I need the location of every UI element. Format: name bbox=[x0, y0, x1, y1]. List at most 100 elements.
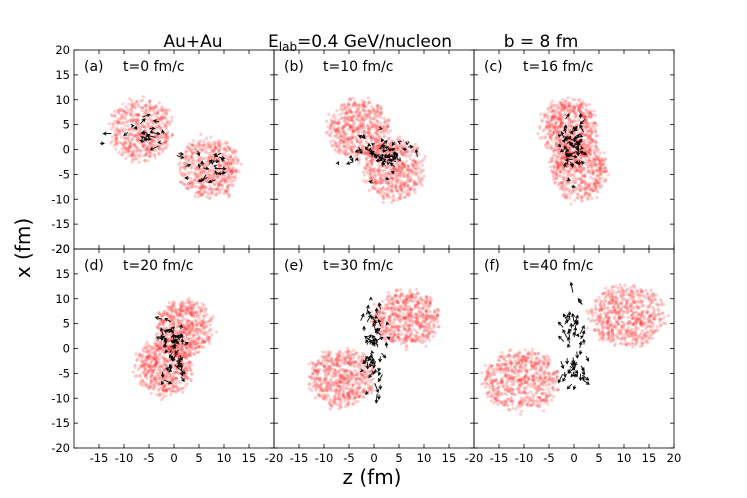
nucleon-point bbox=[198, 142, 202, 146]
nucleon-point bbox=[567, 190, 572, 194]
nucleon-point bbox=[550, 159, 554, 164]
nucleon-point bbox=[582, 149, 586, 153]
nucleon-point bbox=[384, 165, 388, 169]
nucleon-point bbox=[121, 128, 125, 133]
nucleon-point bbox=[592, 121, 596, 125]
nucleon-point bbox=[348, 116, 353, 120]
nucleon-point bbox=[550, 138, 554, 142]
nucleon-point bbox=[560, 142, 564, 146]
nucleon-point bbox=[561, 165, 565, 169]
nucleon-point bbox=[209, 135, 213, 139]
nucleon-point bbox=[413, 190, 417, 195]
nucleon-point bbox=[379, 106, 383, 111]
nucleon-point bbox=[414, 182, 418, 186]
nucleon-point bbox=[421, 168, 425, 172]
nucleon-point bbox=[157, 148, 162, 152]
nucleon-point bbox=[231, 184, 235, 188]
nucleon-point bbox=[366, 179, 370, 183]
nucleon-point bbox=[200, 148, 204, 152]
nucleon-point bbox=[126, 136, 130, 140]
panel-label: (b) bbox=[284, 59, 304, 75]
nucleon-point bbox=[218, 159, 222, 163]
nucleon-point bbox=[398, 194, 402, 198]
nucleon-point bbox=[562, 103, 567, 107]
nucleon-point bbox=[394, 176, 398, 181]
nucleon-point bbox=[182, 331, 186, 335]
nucleon-point bbox=[554, 168, 558, 173]
nucleon-point bbox=[561, 122, 565, 126]
nucleon-point bbox=[365, 163, 369, 168]
nucleon-point bbox=[373, 131, 377, 135]
nucleon-point bbox=[110, 114, 115, 118]
nucleon-point bbox=[156, 116, 160, 120]
nucleon-point bbox=[585, 125, 590, 129]
nucleon-point bbox=[378, 144, 382, 148]
nucleon-point bbox=[352, 100, 357, 105]
nucleon-point bbox=[587, 193, 591, 197]
nucleon-point bbox=[397, 166, 401, 170]
nucleon-point bbox=[350, 136, 354, 141]
nucleon-point bbox=[136, 113, 140, 117]
nucleon-point bbox=[155, 371, 159, 375]
nucleon-point bbox=[400, 170, 404, 174]
nucleon-point bbox=[329, 124, 334, 128]
nucleon-point bbox=[368, 119, 373, 123]
nucleon-point bbox=[113, 132, 117, 136]
nucleon-point bbox=[336, 136, 340, 140]
nucleon-point bbox=[161, 142, 165, 146]
nucleon-point bbox=[397, 163, 401, 168]
nucleon-point bbox=[155, 110, 159, 114]
nucleon-point bbox=[584, 133, 588, 137]
nucleon-point bbox=[363, 130, 367, 134]
nucleon-point bbox=[211, 187, 215, 191]
nucleon-point bbox=[163, 140, 167, 145]
nucleon-point bbox=[338, 136, 342, 140]
nucleon-point bbox=[139, 129, 143, 133]
nucleon-point bbox=[204, 160, 208, 164]
nucleon-point bbox=[163, 140, 167, 145]
nucleon-point bbox=[556, 149, 560, 153]
nucleon-point bbox=[134, 145, 138, 149]
momentum-arrowhead bbox=[141, 118, 146, 123]
nucleon-point bbox=[584, 104, 589, 108]
nucleon-point bbox=[419, 181, 423, 185]
nucleon-point bbox=[225, 154, 230, 158]
nucleon-point bbox=[405, 193, 409, 197]
nucleon-point bbox=[390, 200, 394, 204]
nucleon-point bbox=[164, 112, 168, 116]
nucleon-point bbox=[593, 160, 597, 164]
nucleon-point bbox=[552, 115, 556, 119]
nucleon-point bbox=[165, 143, 170, 147]
nucleon-point bbox=[136, 119, 140, 123]
nucleon-point bbox=[553, 180, 558, 184]
nucleon-point bbox=[348, 107, 352, 111]
nucleon-point bbox=[387, 136, 391, 141]
nucleon-point bbox=[409, 153, 413, 157]
nucleon-point bbox=[583, 114, 587, 118]
nucleon-point bbox=[365, 156, 369, 161]
nucleon-point bbox=[139, 379, 143, 383]
nucleon-point bbox=[130, 127, 135, 131]
nucleon-point bbox=[124, 112, 128, 116]
nucleon-point bbox=[126, 110, 130, 114]
nucleon-point bbox=[218, 164, 222, 168]
nucleon-point bbox=[596, 181, 601, 185]
nucleon-point bbox=[594, 179, 599, 183]
nucleon-point bbox=[120, 113, 124, 117]
nucleon-point bbox=[570, 135, 574, 139]
nucleon-point bbox=[221, 184, 225, 188]
nucleon-point bbox=[569, 124, 573, 128]
momentum-arrowhead bbox=[151, 126, 156, 131]
nucleon-point bbox=[113, 109, 117, 113]
nucleon-point bbox=[403, 164, 407, 169]
nucleon-point bbox=[358, 114, 362, 118]
nucleon-point bbox=[137, 148, 141, 152]
nucleon-point bbox=[365, 131, 369, 135]
nucleon-point bbox=[354, 135, 358, 139]
nucleon-point bbox=[571, 120, 575, 124]
nucleon-point bbox=[208, 184, 212, 188]
nucleon-point bbox=[218, 191, 222, 195]
nucleon-point bbox=[206, 162, 211, 166]
nucleon-point bbox=[601, 169, 605, 173]
